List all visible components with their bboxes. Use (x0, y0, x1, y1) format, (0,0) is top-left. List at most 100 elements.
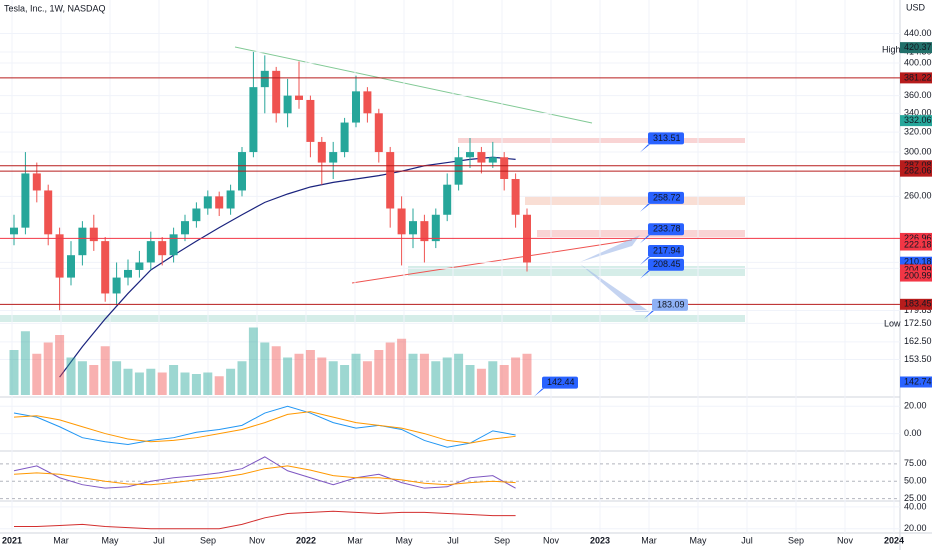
price-marker (900, 72, 932, 84)
x-tick-label: Nov (543, 535, 560, 545)
volume-bar (237, 361, 247, 395)
candle-body (158, 241, 167, 256)
candle-body (306, 99, 315, 142)
y-tick-label: 172.50 (904, 318, 932, 328)
price-marker-label: 183.45 (904, 299, 932, 309)
currency: USD (906, 2, 926, 12)
x-tick-label: May (101, 535, 119, 545)
price-marker-label: 222.18 (904, 239, 932, 249)
callout-label: 183.09 (657, 299, 685, 309)
adx-line (14, 510, 516, 530)
volume-bar (180, 372, 190, 395)
y-tick-label: 40.00 (904, 501, 927, 511)
volume-bar (351, 353, 361, 395)
callout-pointer (644, 310, 654, 319)
volume-bar (214, 376, 224, 395)
x-tick-label: 2023 (590, 535, 610, 545)
price-marker-label: 226.96 (904, 233, 932, 243)
y-tick-label: 20.00 (904, 523, 927, 533)
volume-bar (123, 368, 133, 395)
candle-body (78, 227, 87, 256)
price-marker (900, 376, 932, 388)
zone (537, 230, 745, 237)
y-tick-label: 320.00 (904, 126, 932, 136)
price-marker-label: 420.37 (904, 42, 932, 52)
y-tick-label: 440.00 (904, 28, 932, 38)
price-marker-label: 332.06 (904, 115, 932, 125)
candle-body (67, 255, 75, 278)
candle-body (443, 184, 452, 215)
volume-bar (55, 335, 65, 395)
volume-bar (454, 353, 464, 395)
low-label: Low (884, 318, 901, 328)
candle-body (431, 214, 440, 242)
volume-bar (317, 357, 327, 395)
candle-body (511, 178, 520, 215)
x-tick-label: Sep (788, 535, 804, 545)
price-marker-label: 200.99 (904, 270, 932, 280)
volume-bar (511, 357, 521, 395)
x-tick-label: 2021 (2, 535, 22, 545)
candle-body (352, 91, 360, 123)
candle-body (89, 227, 98, 242)
callout (648, 191, 684, 204)
price-marker-label: 142.74 (904, 376, 932, 386)
price-marker (900, 165, 932, 177)
volume-bar (32, 353, 42, 395)
callout-pointer (640, 203, 650, 212)
candle-body (260, 70, 269, 88)
volume-bar (100, 346, 110, 395)
rsi-line (13, 465, 516, 486)
macd-line (13, 405, 516, 448)
x-tick-label: Jul (741, 535, 753, 545)
callout-pointer (640, 256, 650, 265)
price-marker-label: 204.99 (904, 264, 932, 274)
candle-body (386, 152, 395, 209)
volume-bar (9, 350, 19, 395)
y-tick-label: 300.00 (904, 146, 932, 156)
callout-label: 142.44 (547, 377, 575, 387)
x-tick-label: Nov (837, 535, 854, 545)
candle-body (340, 122, 349, 153)
x-tick-label: Mar (53, 535, 69, 545)
volume-bar (283, 357, 293, 395)
callout (648, 244, 684, 257)
candle-body (169, 234, 178, 256)
price-marker-label: 287.08 (904, 160, 932, 170)
volume-bar (305, 350, 315, 395)
candle-body (146, 241, 155, 263)
x-tick-label: May (395, 535, 413, 545)
callout (542, 376, 578, 389)
volume-bar (43, 342, 53, 395)
x-tick-label: Mar (641, 535, 657, 545)
callout-label: 258.72 (653, 192, 681, 202)
candle-body (10, 227, 18, 235)
volume-bar (89, 365, 99, 395)
volume-bar (419, 353, 429, 395)
price-marker (900, 256, 932, 268)
candle-body (215, 196, 224, 209)
volume-bar (226, 368, 236, 395)
candle-body (55, 234, 64, 278)
y-tick-label: 25.00 (904, 493, 927, 503)
volume-bar (522, 353, 532, 395)
price-marker-label: 282.06 (904, 166, 932, 176)
volume-bar (146, 368, 156, 395)
volume-bar (362, 361, 372, 395)
volume-bar (203, 372, 213, 395)
price-marker-label: 381.22 (904, 72, 932, 82)
candle-body (363, 91, 372, 114)
callout (648, 258, 684, 271)
volume-bar (465, 365, 475, 395)
y-tick-label: 360.00 (904, 90, 932, 100)
x-tick-label: Sep (200, 535, 216, 545)
volume-bar (431, 361, 441, 395)
volume-bar (134, 372, 144, 395)
candle-body (226, 190, 235, 209)
candle-body (21, 173, 30, 228)
candle-body (466, 152, 474, 158)
callout-pointer (640, 235, 650, 244)
y-tick-label: 153.50 (904, 354, 932, 364)
